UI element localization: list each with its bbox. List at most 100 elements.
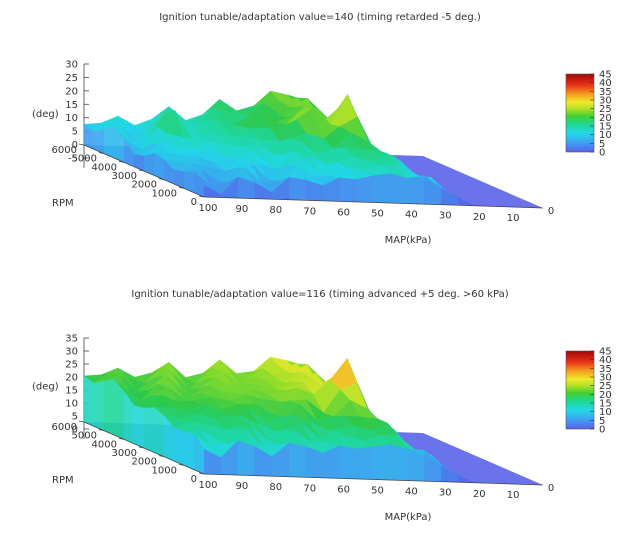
z-tick-label: 0 [72,425,78,436]
chart-2-title: Ignition tunable/adaptation value=116 (t… [131,289,509,300]
rpm-tick-label: 0 [191,197,197,208]
surface-skirt [174,427,184,466]
surface-skirt [104,379,114,435]
surface-skirt [154,152,164,180]
surface-skirt [84,124,94,150]
z-tick-label: 30 [65,60,78,71]
surface-skirt [305,179,323,201]
rpm-tick-label: 4000 [92,162,117,173]
map-tick-label: 80 [269,482,282,493]
map-tick-label: 30 [439,211,452,222]
rpm-tick-label: 2000 [132,180,157,191]
surface-skirt [204,449,221,475]
map-tick-label: 30 [439,488,452,499]
map-tick-label: 60 [337,207,350,218]
surface-skirt [134,405,144,448]
surface-skirt [94,380,104,431]
surface-skirt [204,185,221,198]
map-tick-label: 10 [507,213,520,224]
map-axis-label: MAP(kPa) [385,512,432,523]
map-tick-label: 90 [236,204,249,215]
surface-skirt [164,159,174,184]
surface-skirt [164,415,174,461]
map-tick-label: 20 [473,489,486,500]
z-tick-label: 0 [72,140,78,151]
rpm-tick-label: 1000 [152,188,177,199]
surface-skirt [271,442,289,477]
map-tick-label: 20 [473,212,486,223]
colorbar-tick-label: 35 [599,364,612,375]
surface-skirt [220,440,238,476]
surface-skirt [373,444,391,481]
surface-skirt [134,154,144,171]
map-axis-label: MAP(kPa) [385,235,432,246]
surface-skirt [237,440,255,476]
surface-mesh [83,90,476,206]
surface-skirt [339,177,357,202]
z-tick-label: 20 [65,86,78,97]
surface-skirt [373,173,391,204]
colorbar-tick-label: 5 [599,416,605,427]
surface-skirt [184,171,194,193]
colorbar [565,73,595,153]
z-tick-label: 10 [65,399,78,410]
map-tick-label: 40 [405,487,418,498]
map-tick-label: 80 [269,205,282,216]
colorbar-tick-label: 40 [599,78,612,89]
surface-skirt [84,375,94,427]
surface-skirt [390,444,408,481]
map-tick-label: 100 [198,480,217,491]
colorbar [565,350,595,430]
z-tick-label: 25 [65,360,78,371]
surface-skirt [407,448,425,482]
map-tick-label: 50 [371,209,384,220]
surface-skirt [94,128,104,154]
surface-skirt [154,407,164,457]
z-tick-label: -5 [68,154,78,165]
z-tick-label: 25 [65,73,78,84]
surface-skirt [424,175,442,205]
z-tick-label: 15 [65,386,78,397]
z-tick-label: 35 [65,334,78,345]
map-tick-label: 0 [548,206,554,217]
colorbar-tick-label: 45 [599,347,612,358]
map-tick-label: 100 [198,203,217,214]
colorbar-tick-label: 10 [599,130,612,141]
z-tick-label: 5 [72,412,78,423]
rpm-tick-label: 5000 [72,154,97,165]
z-axis-label: (deg) [32,382,59,393]
colorbar-tick-label: 15 [599,122,612,133]
z-tick-label: 10 [65,113,78,124]
map-tick-label: 70 [303,206,316,217]
z-tick-label: 5 [72,127,78,138]
rpm-tick-label: 4000 [92,439,117,450]
surface-skirt [407,175,425,205]
surface-skirt [254,446,272,477]
map-tick-label: 50 [371,486,384,497]
surface-skirt [322,445,340,479]
colorbar-tick-label: 15 [599,399,612,410]
surface-skirt [288,177,306,201]
surface-skirt [174,169,184,189]
colorbar-tick-label: 30 [599,96,612,107]
colorbar-tick-label: 20 [599,113,612,124]
rpm-tick-label: 6000 [52,145,77,156]
map-tick-label: 60 [337,484,350,495]
surface-skirt [124,139,134,167]
surface-skirt [424,450,442,482]
chart-1-title: Ignition tunable/adaptation value=140 (t… [159,12,481,23]
colorbar-tick-label: 10 [599,407,612,418]
rpm-tick-label: 5000 [72,431,97,442]
rpm-axis-label: RPM [52,475,74,486]
surface-skirt [356,446,374,480]
rpm-tick-label: 2000 [132,457,157,468]
z-tick-label: 15 [65,100,78,111]
surface-skirt [104,127,114,158]
map-tick-label: 70 [303,483,316,494]
surface-skirt [441,187,459,206]
rpm-tick-label: 3000 [112,448,137,459]
surface-skirt [441,465,459,483]
surface-skirt [271,177,289,200]
